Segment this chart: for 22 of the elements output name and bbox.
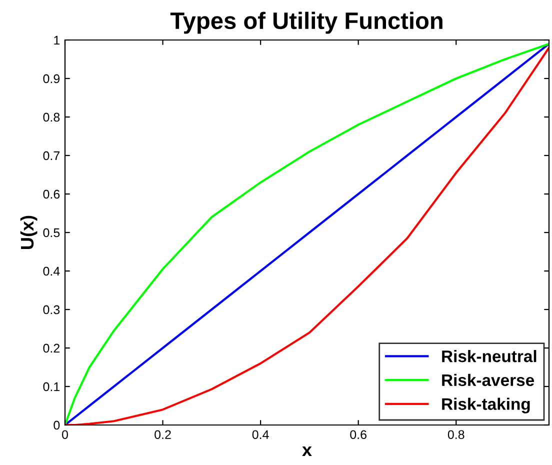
x-axis-title: x xyxy=(302,446,312,456)
y-axis-title: U(x) xyxy=(20,216,38,249)
y-tick-label: 0.2 xyxy=(43,344,60,353)
legend-label: Risk-neutral xyxy=(442,350,536,362)
y-tick-label: 0 xyxy=(54,420,60,430)
y-tick-label: 1 xyxy=(54,36,60,45)
x-tick-label: 0.6 xyxy=(350,430,366,440)
chart-title: Types of Utility Function xyxy=(170,12,442,34)
y-tick-label: 0.8 xyxy=(43,112,60,122)
y-tick-label: 0.7 xyxy=(43,151,60,160)
x-tick-label: 0.4 xyxy=(252,430,269,440)
legend-label: Risk-averse xyxy=(442,374,534,386)
legend-label: Risk-taking xyxy=(442,398,530,414)
x-tick-label: 0 xyxy=(62,430,68,440)
y-tick-label: 0.9 xyxy=(43,74,60,84)
x-tick-label: 0.8 xyxy=(448,430,464,440)
x-tick-label: 0.2 xyxy=(154,430,171,440)
y-tick-label: 0.5 xyxy=(43,228,60,238)
y-tick-label: 0.4 xyxy=(43,266,60,276)
y-tick-label: 0.6 xyxy=(43,190,60,199)
y-tick-label: 0.3 xyxy=(43,305,60,314)
y-tick-label: 0.1 xyxy=(43,382,60,392)
